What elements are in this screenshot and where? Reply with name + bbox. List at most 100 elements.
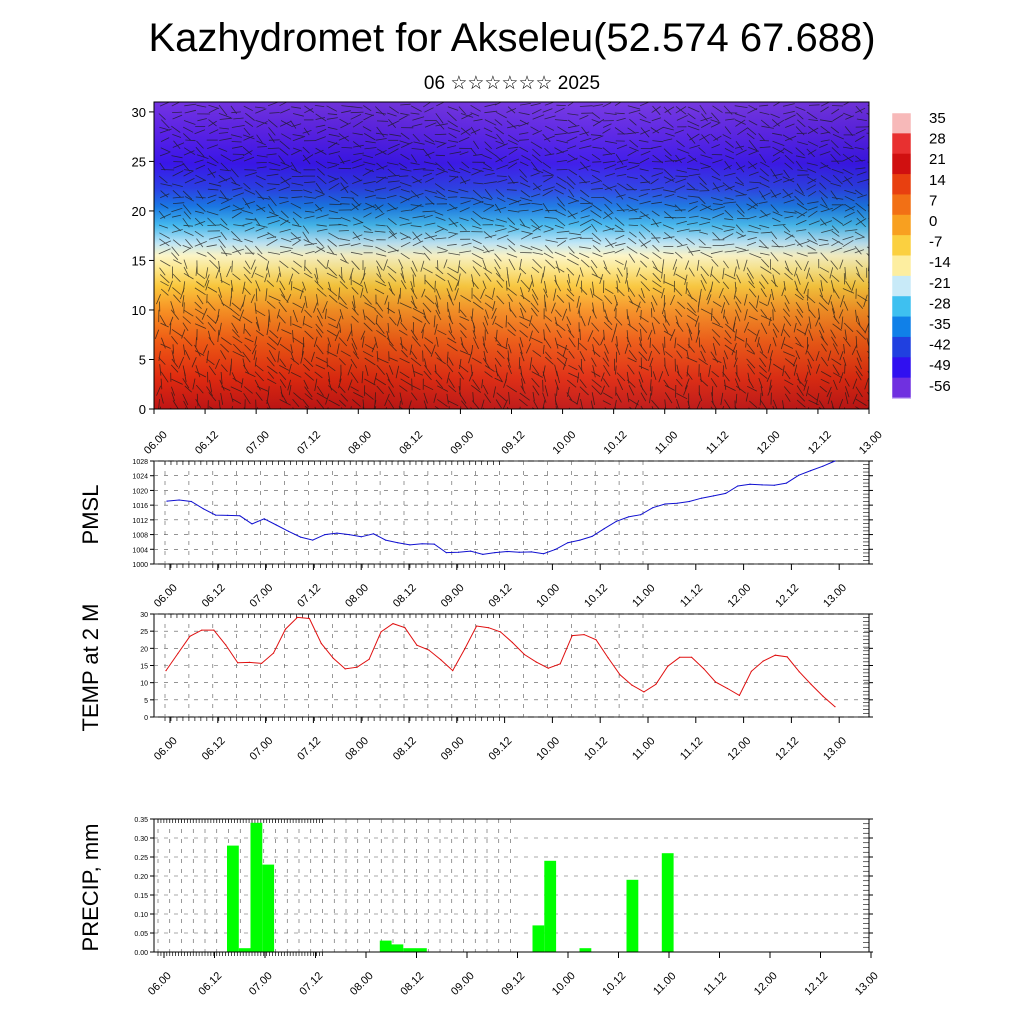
chart-title: Kazhydromet for Akseleu(52.574 67.688) [148, 16, 876, 60]
pmsl-right-minor [863, 460, 869, 565]
pmsl-y-tick-label: 1024 [132, 474, 148, 481]
precip-bar [544, 860, 557, 952]
precip-y-tick-label: 0.35 [134, 817, 148, 824]
pmsl-x-tick-label: 11.00 [630, 582, 657, 609]
pmsl-panel: 1000 1004 1008 1012 1016 1020 1024 1028 06.00 06.… [78, 459, 873, 610]
precip-x-tick-label: 10.00 [550, 970, 578, 998]
colorbar-label: -35 [929, 316, 951, 333]
precip-bar [250, 822, 263, 952]
pmsl-minor-ticks [164, 461, 500, 568]
pmsl-x-tick-label: 12.00 [726, 582, 754, 610]
cs-x-tick-label: 11.00 [653, 429, 680, 456]
colorbar-swatch [892, 275, 911, 297]
pmsl-grid [154, 460, 869, 565]
colorbar-swatch [892, 133, 911, 155]
cs-y-tick-label: 5 [139, 352, 146, 367]
precip-y-axis-label: PRECIP, mm [78, 824, 103, 952]
temp-panel: 0 5 10 15 20 25 30 06.00 06.12 07.00 07.12 08.00 08.… [78, 604, 873, 763]
precip-bar [579, 948, 592, 952]
temp-x-tick-label: 09.12 [487, 735, 515, 763]
pmsl-frame [153, 460, 870, 565]
pmsl-y-tick-label: 1000 [132, 562, 148, 569]
cs-x-tick-label: 06.12 [193, 429, 221, 457]
pmsl-y-tick-label: 1012 [132, 518, 148, 525]
temp-y-tick-label: 15 [140, 664, 148, 671]
colorbar-label: 0 [929, 213, 937, 230]
pmsl-x-tick-label: 12.12 [773, 582, 801, 610]
cs-x-tick-label: 08.12 [397, 429, 425, 457]
temp-x-tick-label: 13.00 [821, 735, 849, 763]
colorbar-label: 21 [929, 151, 946, 168]
precip-x-tick-label: 06.00 [146, 970, 174, 998]
colorbar-label: 35 [929, 110, 946, 127]
colorbar-swatch [892, 357, 911, 379]
colorbar-swatch [892, 316, 911, 338]
pmsl-x-tick-label: 07.00 [248, 582, 276, 610]
temp-x-tick-label: 07.00 [248, 735, 276, 763]
pmsl-x-tick-label: 09.00 [439, 582, 467, 610]
precip-x-tick-label: 09.00 [449, 970, 477, 998]
precip-x-tick-label: 13.00 [853, 970, 881, 998]
temp-y-tick-label: 0 [144, 715, 148, 722]
cross-section-field [154, 102, 869, 409]
precip-y-tick-label: 0.15 [134, 893, 148, 900]
colorbar-frame [891, 112, 912, 399]
cs-y-tick-label: 10 [132, 303, 146, 318]
precip-bar [532, 925, 545, 952]
precip-x-tick-label: 11.00 [651, 970, 678, 997]
pmsl-y-tick-label: 1020 [132, 488, 148, 495]
precip-y-tick-label: 0.30 [134, 836, 148, 843]
colorbar-swatch [892, 336, 911, 358]
temp-minor-ticks [164, 614, 500, 721]
cs-y-tick-label: 30 [132, 105, 146, 120]
precip-bar [415, 948, 427, 952]
precip-y-tick-label: 0.05 [134, 931, 148, 938]
precip-bar [391, 944, 404, 952]
precip-y-tick-label: 0.20 [134, 874, 148, 881]
temp-x-tick-label: 07.12 [295, 735, 323, 763]
temp-x-tick-label: 12.12 [773, 735, 801, 763]
pmsl-x-tick-label: 13.00 [821, 582, 849, 610]
cross-section-panel: 0 5 10 15 20 25 30 06.00 06.12 07.00 07.12 08.00 08.… [132, 101, 951, 457]
temp-y-tick-label: 20 [140, 646, 148, 653]
colorbar-label: 28 [929, 131, 946, 148]
pmsl-y-tick-label: 1028 [132, 459, 148, 466]
pmsl-y-tick-label: 1016 [132, 503, 148, 510]
temp-y-axis-label: TEMP at 2 M [78, 604, 103, 732]
colorbar-label: -56 [929, 378, 951, 395]
cs-x-tick-label: 07.00 [244, 429, 272, 457]
pmsl-x-tick-label: 07.12 [295, 582, 323, 610]
precip-panel: 0.00 0.05 0.10 0.15 0.20 0.25 0.30 0.35 06.00 06.… [78, 817, 881, 998]
temp-right-minor [863, 613, 869, 718]
precip-bar [403, 948, 416, 952]
colorbar-swatch [892, 153, 911, 175]
precip-bar [626, 879, 639, 952]
precip-x-tick-label: 07.12 [297, 970, 325, 998]
temp-y-tick-label: 25 [140, 629, 148, 636]
temp-x-tick-label: 10.00 [534, 735, 562, 763]
cs-x-tick-label: 10.12 [602, 429, 630, 457]
precip-y-tick-label: 0.00 [134, 950, 148, 957]
chart-subtitle: 06 ☆☆☆☆☆☆ 2025 [423, 73, 601, 94]
temp-y-tick-label: 10 [140, 681, 148, 688]
pmsl-x-tick-label: 06.12 [200, 582, 228, 610]
pmsl-series-line [166, 460, 836, 555]
colorbar-swatch [892, 235, 911, 257]
temp-y-tick-label: 5 [144, 698, 148, 705]
precip-x-tick-label: 11.12 [702, 970, 729, 997]
pmsl-x-tick-label: 08.00 [343, 582, 371, 610]
colorbar-label: -7 [929, 234, 942, 251]
pmsl-y-axis-label: PMSL [78, 485, 103, 545]
colorbar-swatch [892, 214, 911, 236]
colorbar-swatch [892, 113, 911, 134]
colorbar-label: -42 [929, 337, 951, 354]
cs-y-tick-label: 15 [132, 253, 146, 268]
cs-x-tick-label: 12.12 [806, 429, 834, 457]
wind-barbs [154, 102, 869, 409]
cs-x-tick-label: 06.00 [142, 429, 170, 457]
temp-x-tick-label: 12.00 [726, 735, 754, 763]
precip-bar [379, 940, 392, 952]
temp-x-tick-label: 11.00 [630, 735, 657, 762]
pmsl-x-tick-label: 11.12 [678, 582, 705, 609]
